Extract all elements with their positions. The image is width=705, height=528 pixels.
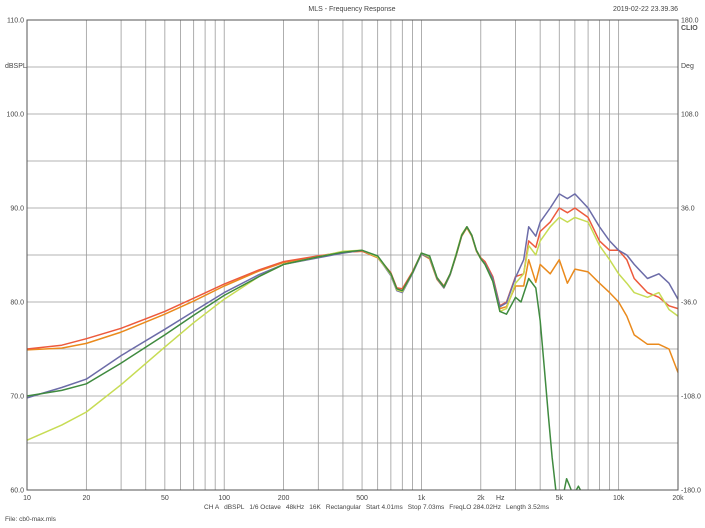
x-tick-label: 200 bbox=[278, 495, 290, 502]
measurement-settings: CH A dBSPL 1/6 Octave 48kHz 16K Rectangular St… bbox=[204, 504, 550, 511]
settings-item: dBSPL bbox=[224, 504, 245, 511]
response-curve-5 bbox=[26, 226, 557, 491]
y-tick-label: 80.0 bbox=[10, 300, 24, 307]
y2-tick-label: -180.0 bbox=[681, 488, 701, 495]
settings-item: Start 4.01ms bbox=[366, 504, 404, 511]
y2-axis-label: Deg bbox=[681, 63, 694, 70]
response-curve-3 bbox=[26, 193, 679, 399]
settings-item: CH A bbox=[204, 504, 220, 511]
x-tick-label: 5k bbox=[556, 495, 564, 502]
x-tick-label: 10k bbox=[613, 495, 625, 502]
response-curve-7 bbox=[575, 485, 582, 491]
response-curve-1 bbox=[26, 226, 679, 373]
x-tick-label: 50 bbox=[161, 495, 169, 502]
y-tick-label: 60.0 bbox=[10, 488, 24, 495]
x-tick-label: 20k bbox=[672, 495, 684, 502]
plot-curves bbox=[26, 193, 679, 491]
x-tick-label: 500 bbox=[356, 495, 368, 502]
axis-ticks: 10 20 50 100 200 500 1k 2k 5k 10k 20k 60.0 70.0 80.0 9… bbox=[6, 18, 700, 503]
y2-tick-label: -36.0 bbox=[681, 300, 697, 307]
y-tick-label: 70.0 bbox=[10, 394, 24, 401]
x-tick-label: 20 bbox=[82, 495, 90, 502]
settings-item: Length 3.52ms bbox=[506, 504, 550, 511]
settings-item: Rectangular bbox=[326, 504, 362, 511]
response-curve-6 bbox=[563, 477, 572, 491]
y-tick-label: 110.0 bbox=[7, 18, 24, 25]
y2-tick-label: 36.0 bbox=[681, 206, 695, 213]
y-tick-label: 90.0 bbox=[10, 206, 24, 213]
settings-item: 48kHz bbox=[286, 504, 304, 511]
y-axis-label: dBSPL bbox=[5, 63, 27, 70]
settings-item: 1/6 Octave bbox=[249, 504, 281, 511]
x-axis-label: Hz bbox=[496, 495, 505, 502]
response-curve-2 bbox=[26, 207, 679, 350]
clio-logo: CLIO bbox=[681, 25, 698, 32]
y2-tick-label: 108.0 bbox=[681, 112, 699, 119]
x-tick-label: 2k bbox=[477, 495, 485, 502]
plot-frame bbox=[26, 19, 679, 491]
settings-item: Stop 7.03ms bbox=[408, 504, 445, 511]
chart-title: MLS - Frequency Response bbox=[308, 6, 395, 13]
y2-tick-label: 180.0 bbox=[681, 18, 699, 25]
x-tick-label: 10 bbox=[23, 495, 31, 502]
file-name: File: cb0-max.mls bbox=[5, 516, 57, 523]
plot-grid bbox=[26, 19, 679, 491]
timestamp: 2019-02-22 23.39.36 bbox=[613, 6, 678, 13]
settings-item: 16K bbox=[309, 504, 321, 511]
x-tick-label: 100 bbox=[218, 495, 230, 502]
x-tick-label: 1k bbox=[418, 495, 426, 502]
y-tick-label: 100.0 bbox=[6, 112, 24, 119]
y2-tick-label: -108.0 bbox=[681, 394, 701, 401]
settings-item: FreqLO 284.02Hz bbox=[449, 504, 501, 511]
